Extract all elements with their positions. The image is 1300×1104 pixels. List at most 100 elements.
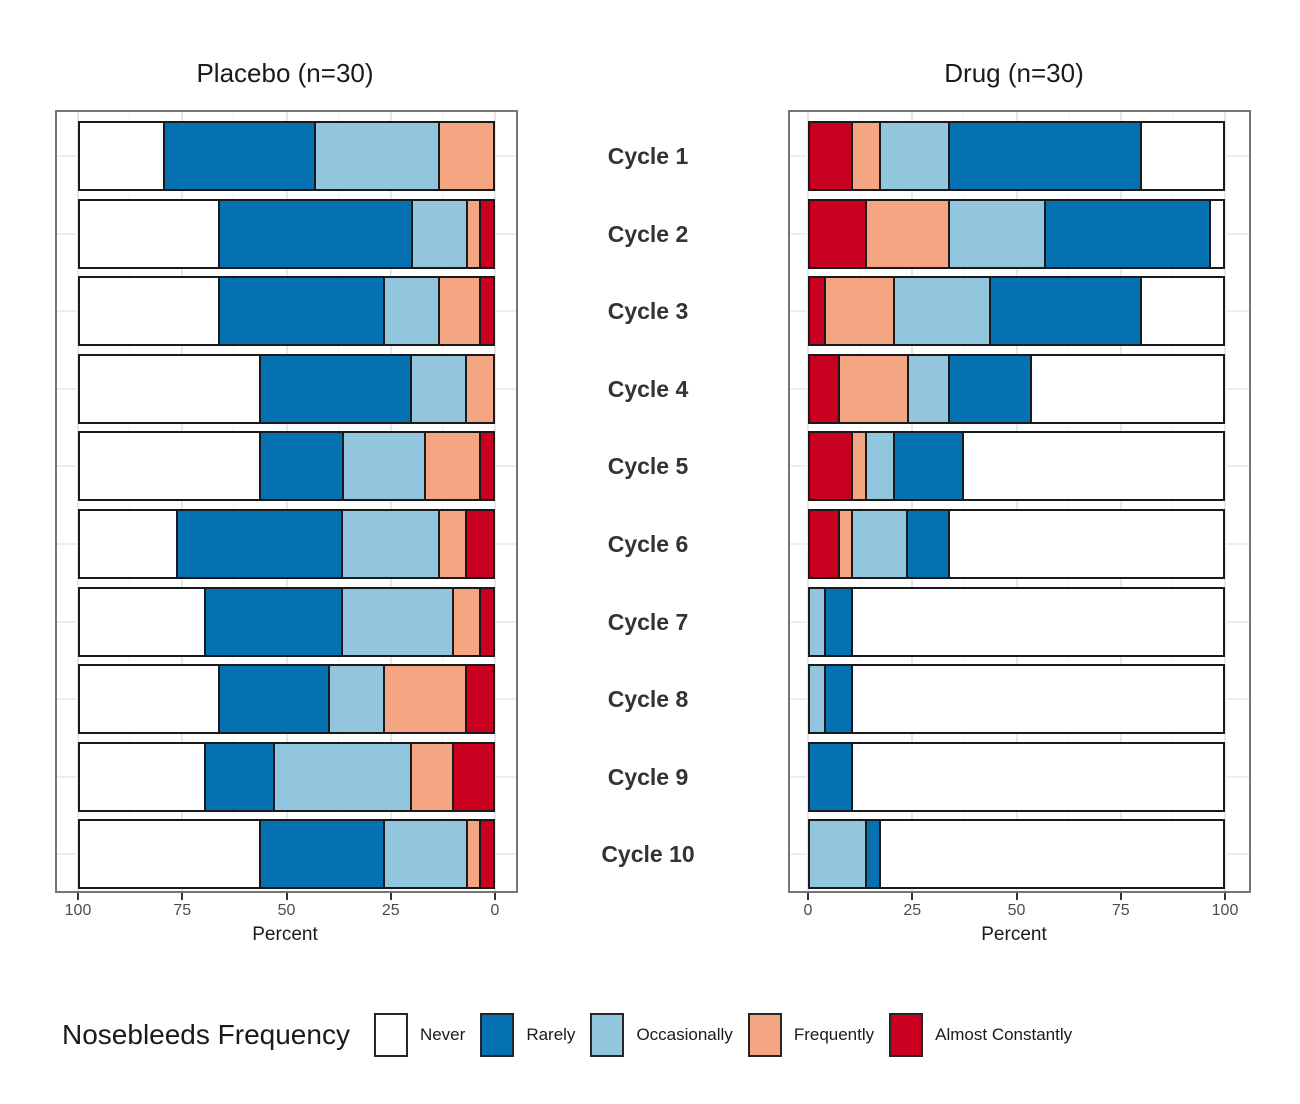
bar-drug-cycle-2 (808, 198, 1225, 269)
legend-swatch-frequently (747, 1013, 782, 1057)
bar-drug-cycle-9 (808, 741, 1225, 812)
segment-occasionally (864, 433, 893, 500)
placebo-axis-label: Percent (252, 924, 318, 945)
x-axis-tick-label: 75 (173, 902, 192, 919)
x-gridline (807, 112, 809, 891)
drug-panel-title: Drug (n=30) (944, 58, 1084, 88)
legend-swatch-almost-constantly (889, 1013, 924, 1057)
x-axis-tick-label: 25 (381, 902, 400, 919)
cycle-label-cycle-3: Cycle 3 (607, 298, 689, 325)
segment-frequently (424, 433, 480, 500)
segment-never (851, 743, 1223, 810)
segment-almost-constantly (810, 433, 852, 500)
segment-never (851, 588, 1223, 655)
legend: Nosebleeds Frequency Never Rarely Occasion… (62, 1000, 1087, 1070)
segment-occasionally (314, 123, 439, 189)
bar-placebo-cycle-9 (78, 741, 495, 812)
cycle-label-cycle-10: Cycle 10 (601, 841, 695, 868)
x-gridline (337, 112, 339, 891)
segment-almost-constantly (810, 123, 852, 189)
segment-almost-constantly (465, 511, 493, 577)
bar-placebo-cycle-7 (78, 586, 495, 657)
bar-drug-cycle-5 (808, 431, 1225, 502)
segment-frequently (465, 821, 480, 888)
segment-occasionally (851, 511, 907, 577)
x-axis-tick-label: 0 (490, 902, 500, 919)
cycle-label-cycle-6: Cycle 6 (607, 531, 689, 557)
bar-placebo-cycle-5 (78, 431, 495, 502)
segment-frequently (465, 355, 493, 422)
segment-occasionally (906, 355, 948, 422)
bar-drug-cycle-6 (808, 509, 1225, 579)
x-gridline (1015, 112, 1018, 891)
legend-label-rarely: Rarely (526, 1025, 576, 1044)
segment-almost-constantly (465, 666, 493, 733)
bar-placebo-cycle-4 (78, 353, 495, 424)
segment-never (1140, 123, 1223, 189)
segment-never (80, 123, 163, 189)
segment-occasionally (810, 588, 824, 655)
x-gridline (129, 112, 131, 891)
segment-rarely (258, 355, 411, 422)
segment-frequently (864, 200, 948, 267)
segment-frequently (451, 588, 480, 655)
bar-drug-cycle-3 (808, 276, 1225, 347)
bar-drug-cycle-10 (808, 819, 1225, 890)
x-gridline (77, 112, 79, 891)
x-axis-tick (285, 893, 288, 900)
segment-rarely (203, 743, 273, 810)
segment-occasionally (947, 200, 1044, 267)
cycle-label-cycle-4: Cycle 4 (607, 375, 689, 402)
segment-occasionally (383, 278, 438, 345)
segment-rarely (947, 123, 1141, 189)
segment-rarely (259, 821, 384, 888)
bar-placebo-cycle-1 (78, 121, 495, 191)
segment-never (1209, 200, 1223, 267)
segment-frequently (410, 743, 452, 810)
segment-almost-constantly (479, 821, 493, 888)
x-gridline (1067, 112, 1069, 891)
segment-never (80, 821, 259, 888)
segment-rarely (162, 123, 315, 189)
segment-never (851, 666, 1223, 733)
segment-occasionally (341, 511, 438, 577)
x-gridline (963, 112, 965, 891)
x-gridline (1119, 112, 1122, 891)
cycle-label-cycle-7: Cycle 7 (607, 608, 689, 635)
x-axis-tick (494, 893, 496, 900)
legend-item-frequently: Frequently (747, 1013, 874, 1057)
cycle-label-cycle-1: Cycle 1 (607, 143, 689, 169)
segment-rarely (810, 743, 852, 810)
bar-placebo-cycle-10 (78, 819, 495, 890)
x-axis-tick (389, 893, 392, 900)
x-gridline (494, 112, 496, 891)
segment-occasionally (341, 588, 452, 655)
segment-never (80, 200, 218, 267)
segment-occasionally (327, 666, 383, 733)
x-axis-tick-label: 25 (903, 902, 922, 919)
segment-frequently (851, 433, 865, 500)
x-gridline (233, 112, 235, 891)
cycle-label-cycle-2: Cycle 2 (607, 220, 689, 247)
x-axis-tick (807, 893, 809, 900)
x-axis-tick-label: 0 (803, 902, 813, 919)
legend-swatch-occasionally (590, 1013, 625, 1057)
bar-placebo-cycle-3 (78, 276, 495, 347)
segment-almost-constantly (479, 278, 493, 345)
x-gridline (911, 112, 914, 891)
segment-rarely (988, 278, 1141, 345)
segment-rarely (947, 355, 1031, 422)
segment-never (947, 511, 1223, 577)
placebo-panel-title: Placebo (n=30) (196, 58, 374, 88)
segment-occasionally (341, 433, 425, 500)
segment-frequently (823, 278, 893, 345)
segment-frequently (851, 123, 879, 189)
legend-label-almost-constantly: Almost Constantly (935, 1025, 1073, 1044)
segment-occasionally (810, 666, 824, 733)
segment-rarely (823, 588, 852, 655)
segment-frequently (438, 123, 493, 189)
x-gridline (441, 112, 443, 891)
legend-item-occasionally: Occasionally (590, 1013, 733, 1057)
segment-occasionally (383, 821, 466, 888)
